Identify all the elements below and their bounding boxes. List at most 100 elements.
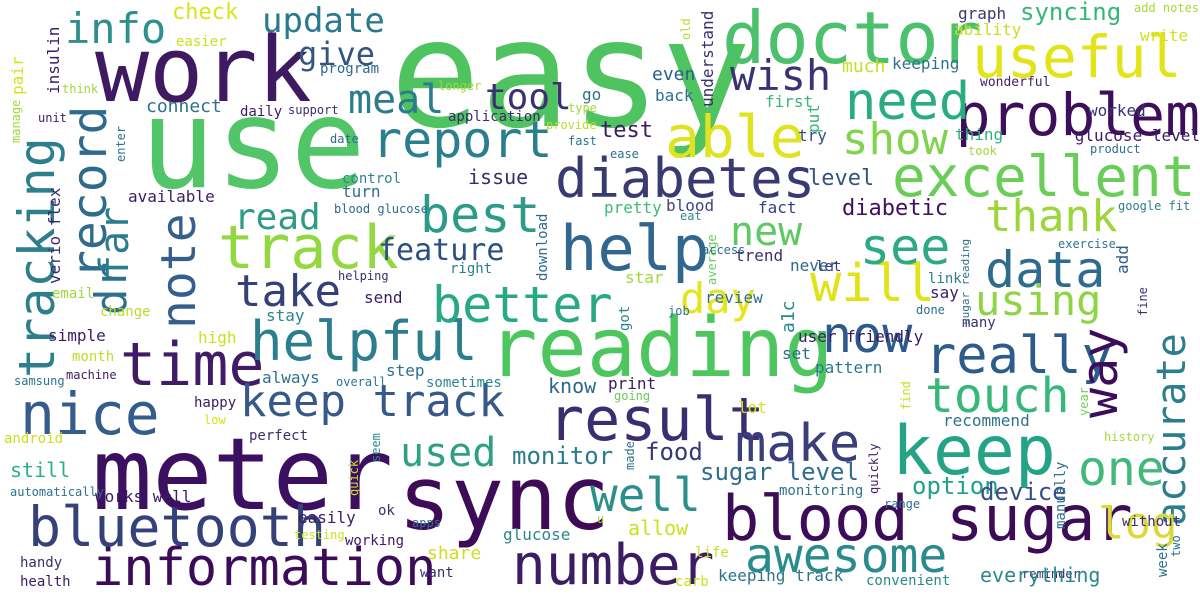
cloud-word: helpful	[250, 310, 478, 373]
cloud-word: old	[679, 18, 693, 41]
cloud-word: pattern	[815, 358, 883, 377]
cloud-word: application	[448, 109, 541, 125]
cloud-word: make	[735, 414, 861, 474]
cloud-word: keep	[892, 412, 1056, 491]
cloud-word: try	[798, 126, 827, 145]
cloud-word: going	[614, 389, 651, 403]
cloud-word: meal	[348, 77, 445, 123]
cloud-word: reading	[488, 301, 834, 396]
cloud-word: far	[92, 207, 138, 280]
cloud-word: works well	[95, 487, 192, 506]
cloud-word: monitor	[512, 442, 614, 470]
cloud-word: want	[420, 565, 454, 581]
cloud-word: blood glucose	[334, 202, 428, 216]
cloud-word: easier	[176, 34, 227, 50]
cloud-word: fast	[568, 134, 597, 148]
cloud-word: helping	[338, 269, 389, 283]
cloud-word: product	[1090, 142, 1141, 156]
cloud-word: add notes	[1134, 1, 1200, 15]
cloud-word: week	[1155, 543, 1171, 577]
cloud-word: really	[925, 326, 1113, 386]
cloud-word: need	[845, 72, 971, 132]
cloud-word: option	[912, 472, 999, 500]
cloud-word: done	[916, 303, 945, 317]
cloud-word: send	[364, 288, 403, 307]
cloud-word: u	[597, 512, 605, 526]
cloud-word: high	[198, 328, 237, 347]
cloud-word: available	[128, 187, 215, 206]
cloud-word: right	[450, 261, 493, 277]
cloud-word: still	[10, 458, 71, 482]
cloud-word: let	[816, 259, 842, 275]
cloud-word: using	[975, 276, 1102, 325]
cloud-word: find	[899, 380, 913, 410]
cloud-word: nice	[20, 380, 160, 448]
cloud-word: support	[288, 103, 339, 117]
cloud-word: diabetic	[842, 196, 948, 221]
cloud-word: know	[548, 374, 597, 398]
cloud-word: insulin	[44, 27, 63, 95]
cloud-word: connect	[146, 96, 222, 117]
cloud-word: year	[1077, 386, 1091, 416]
cloud-word: note	[151, 213, 207, 330]
cloud-word: date	[330, 132, 359, 146]
cloud-word: glucose level	[1074, 126, 1200, 145]
cloud-word: longer	[438, 79, 482, 93]
cloud-word: android	[4, 431, 64, 447]
cloud-word: excellent	[892, 145, 1196, 210]
cloud-word: one	[1078, 441, 1165, 497]
cloud-word: work	[95, 18, 312, 123]
cloud-word: blood	[666, 196, 715, 215]
cloud-word: even	[652, 64, 696, 85]
cloud-word: bluetooth	[28, 495, 327, 559]
cloud-word: pretty	[604, 198, 662, 217]
cloud-word: always	[262, 368, 320, 387]
cloud-word: say	[930, 283, 959, 302]
cloud-word: ok	[378, 503, 395, 519]
cloud-word: wonderful	[980, 75, 1051, 90]
cloud-word: control	[342, 171, 402, 187]
cloud-word: understand	[698, 10, 717, 108]
cloud-word: machine	[66, 368, 117, 382]
cloud-word: unit	[38, 111, 67, 125]
cloud-word: simple	[48, 326, 106, 345]
cloud-word: two	[1169, 535, 1183, 558]
cloud-word: sugar level	[700, 458, 859, 486]
cloud-word: print	[608, 374, 657, 393]
cloud-word: help	[560, 212, 710, 285]
cloud-word: wish	[730, 51, 832, 100]
cloud-word: many	[962, 315, 996, 331]
cloud-word: daily	[240, 104, 283, 120]
cloud-word: without	[1122, 514, 1182, 530]
cloud-word: star	[625, 268, 664, 287]
cloud-word: go	[582, 85, 602, 104]
cloud-word: report	[372, 111, 553, 169]
cloud-word: program	[320, 61, 380, 77]
cloud-word: write	[1140, 26, 1189, 45]
cloud-word: blood sugar	[722, 482, 1133, 555]
cloud-word: monitoring	[779, 483, 864, 499]
cloud-word: back	[655, 86, 694, 105]
cloud-word: fact	[758, 198, 797, 217]
cloud-word: low	[204, 413, 226, 427]
cloud-word: able	[665, 103, 805, 171]
cloud-word: now	[822, 306, 913, 364]
cloud-word: testing	[294, 528, 345, 542]
cloud-word: health	[20, 574, 71, 590]
cloud-word: used	[400, 430, 497, 476]
cloud-word: track	[218, 213, 399, 283]
cloud-word: took	[968, 144, 997, 158]
cloud-word: useful	[972, 23, 1182, 91]
cloud-word: convenient	[866, 573, 951, 589]
cloud-word: give	[298, 35, 376, 73]
cloud-word: quickly	[867, 443, 881, 495]
cloud-word: put	[804, 103, 823, 133]
cloud-word: test	[600, 118, 653, 143]
cloud-word: access	[702, 243, 746, 257]
cloud-word: google fit	[1118, 199, 1191, 213]
cloud-word: tool	[485, 77, 572, 118]
cloud-word: manage	[9, 99, 23, 143]
cloud-word: add	[1113, 244, 1132, 274]
cloud-word: quick	[347, 460, 361, 497]
